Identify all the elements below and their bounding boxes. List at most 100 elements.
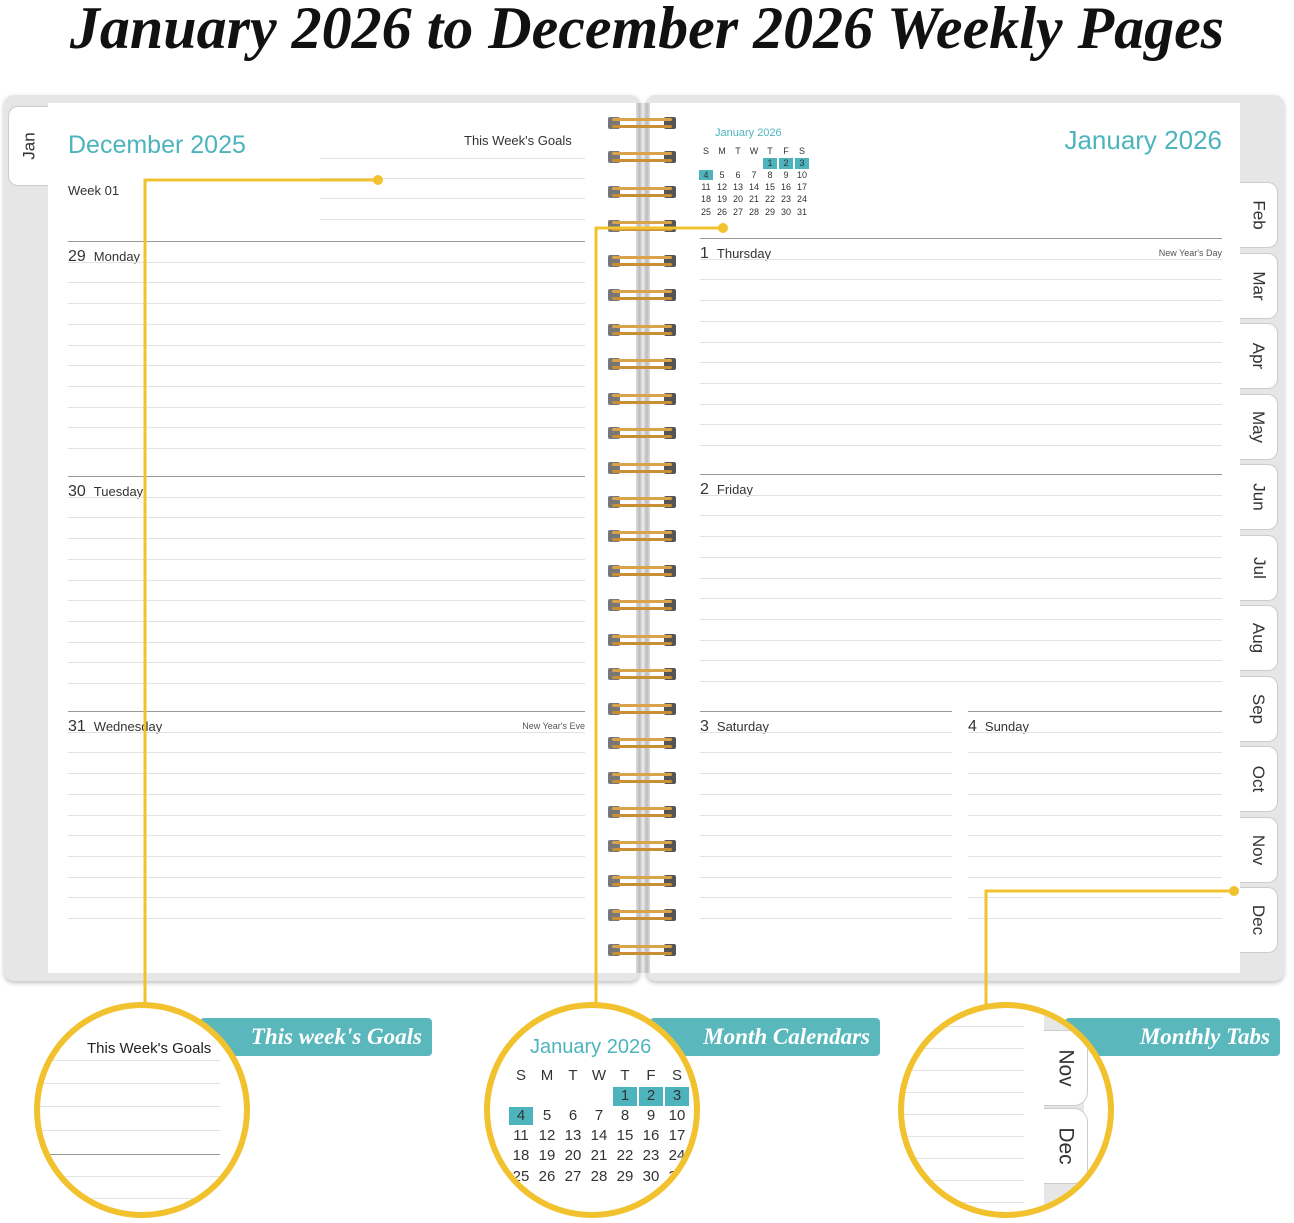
calendar-day[interactable]: 31 bbox=[668, 1167, 686, 1185]
writing-line[interactable] bbox=[700, 752, 952, 754]
goal-line[interactable] bbox=[320, 219, 585, 220]
goal-line[interactable] bbox=[320, 198, 585, 199]
writing-line[interactable] bbox=[68, 683, 585, 684]
calendar-day[interactable]: 20 bbox=[564, 1147, 582, 1165]
writing-line[interactable] bbox=[68, 517, 585, 519]
writing-line[interactable] bbox=[700, 515, 1222, 517]
calendar-day[interactable]: 28 bbox=[590, 1167, 608, 1185]
tab-may[interactable]: May bbox=[1240, 393, 1278, 460]
calendar-day[interactable]: 8 bbox=[767, 169, 773, 180]
writing-line[interactable] bbox=[968, 731, 1222, 733]
writing-line[interactable] bbox=[968, 897, 1222, 899]
tab-oct[interactable]: Oct bbox=[1240, 746, 1278, 812]
writing-line[interactable] bbox=[700, 793, 952, 795]
writing-line[interactable] bbox=[700, 494, 1222, 496]
writing-line[interactable] bbox=[968, 876, 1222, 878]
writing-line[interactable] bbox=[700, 897, 952, 899]
calendar-day[interactable]: 24 bbox=[668, 1147, 686, 1165]
writing-line[interactable] bbox=[68, 855, 585, 857]
writing-line[interactable] bbox=[68, 814, 585, 816]
writing-line[interactable] bbox=[68, 662, 585, 664]
tab-dec[interactable]: Dec bbox=[1240, 887, 1278, 953]
writing-line[interactable] bbox=[700, 639, 1222, 641]
calendar-day[interactable]: 17 bbox=[796, 181, 807, 192]
writing-line[interactable] bbox=[700, 660, 1222, 662]
writing-line[interactable] bbox=[968, 855, 1222, 857]
calendar-day[interactable]: 21 bbox=[590, 1147, 608, 1165]
writing-line[interactable] bbox=[968, 752, 1222, 754]
calendar-day[interactable]: 4 bbox=[509, 1106, 533, 1125]
calendar-day[interactable]: 31 bbox=[796, 206, 807, 217]
writing-line[interactable] bbox=[68, 406, 585, 408]
writing-line[interactable] bbox=[700, 258, 1222, 260]
calendar-day[interactable]: 27 bbox=[564, 1167, 582, 1185]
calendar-day[interactable]: 30 bbox=[780, 206, 791, 217]
writing-line[interactable] bbox=[68, 835, 585, 837]
tab-feb[interactable]: Feb bbox=[1240, 182, 1278, 248]
calendar-day[interactable]: 2 bbox=[779, 158, 793, 169]
writing-line[interactable] bbox=[700, 598, 1222, 600]
calendar-day[interactable]: 13 bbox=[564, 1126, 582, 1144]
writing-line[interactable] bbox=[68, 323, 585, 325]
calendar-day[interactable]: 27 bbox=[732, 206, 743, 217]
calendar-day[interactable]: 22 bbox=[764, 194, 775, 205]
writing-line[interactable] bbox=[68, 752, 585, 754]
writing-line[interactable] bbox=[700, 424, 1222, 426]
calendar-day[interactable]: 5 bbox=[542, 1106, 552, 1124]
calendar-day[interactable]: 1 bbox=[763, 158, 777, 169]
calendar-day[interactable]: 15 bbox=[764, 181, 775, 192]
writing-line[interactable] bbox=[68, 793, 585, 795]
calendar-day[interactable]: 29 bbox=[616, 1167, 634, 1185]
writing-line[interactable] bbox=[68, 731, 585, 733]
calendar-day[interactable]: 2 bbox=[639, 1087, 663, 1106]
writing-line[interactable] bbox=[700, 876, 952, 878]
calendar-day[interactable]: 4 bbox=[699, 169, 713, 180]
writing-line[interactable] bbox=[700, 618, 1222, 620]
writing-line[interactable] bbox=[700, 320, 1222, 322]
calendar-day[interactable]: 18 bbox=[700, 194, 711, 205]
calendar-day[interactable]: 11 bbox=[513, 1126, 529, 1144]
calendar-day[interactable]: 8 bbox=[620, 1106, 630, 1124]
calendar-day[interactable]: 9 bbox=[783, 169, 789, 180]
calendar-day[interactable]: 1 bbox=[613, 1087, 637, 1106]
writing-line[interactable] bbox=[700, 279, 1222, 281]
writing-line[interactable] bbox=[68, 538, 585, 540]
writing-line[interactable] bbox=[700, 445, 1222, 446]
writing-line[interactable] bbox=[68, 344, 585, 346]
calendar-day[interactable]: 10 bbox=[796, 169, 807, 180]
writing-line[interactable] bbox=[700, 731, 952, 733]
writing-line[interactable] bbox=[68, 579, 585, 581]
writing-line[interactable] bbox=[968, 773, 1222, 775]
writing-line[interactable] bbox=[68, 641, 585, 643]
tab-jul[interactable]: Jul bbox=[1240, 534, 1278, 601]
writing-line[interactable] bbox=[68, 448, 585, 449]
writing-line[interactable] bbox=[68, 282, 585, 284]
calendar-day[interactable]: 12 bbox=[716, 181, 727, 192]
writing-line[interactable] bbox=[68, 365, 585, 367]
writing-line[interactable] bbox=[68, 773, 585, 775]
writing-line[interactable] bbox=[68, 558, 585, 560]
tab-jun[interactable]: Jun bbox=[1240, 464, 1278, 530]
tab-mar[interactable]: Mar bbox=[1240, 252, 1278, 319]
calendar-day[interactable]: 14 bbox=[748, 181, 759, 192]
writing-line[interactable] bbox=[68, 918, 585, 919]
tab-nov[interactable]: Nov bbox=[1240, 816, 1278, 883]
writing-line[interactable] bbox=[700, 681, 1222, 682]
writing-line[interactable] bbox=[700, 341, 1222, 343]
calendar-day[interactable]: 24 bbox=[796, 194, 807, 205]
writing-line[interactable] bbox=[968, 814, 1222, 816]
calendar-day[interactable]: 18 bbox=[512, 1147, 530, 1165]
writing-line[interactable] bbox=[68, 600, 585, 602]
calendar-day[interactable]: 23 bbox=[780, 194, 791, 205]
calendar-day[interactable]: 10 bbox=[668, 1106, 686, 1124]
writing-line[interactable] bbox=[68, 303, 585, 305]
calendar-day[interactable]: 29 bbox=[764, 206, 775, 217]
writing-line[interactable] bbox=[700, 814, 952, 816]
calendar-day[interactable]: 26 bbox=[716, 206, 727, 217]
tab-sep[interactable]: Sep bbox=[1240, 675, 1278, 742]
tab-aug[interactable]: Aug bbox=[1240, 605, 1278, 671]
tab-jan[interactable]: Jan bbox=[8, 106, 50, 186]
calendar-day[interactable]: 21 bbox=[748, 194, 759, 205]
writing-line[interactable] bbox=[700, 403, 1222, 405]
calendar-day[interactable]: 16 bbox=[642, 1126, 660, 1144]
